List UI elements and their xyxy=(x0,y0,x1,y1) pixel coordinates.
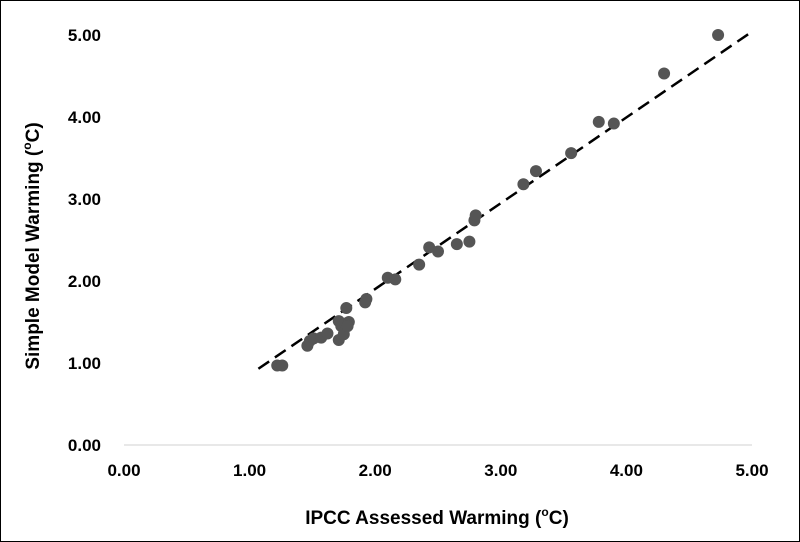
data-point xyxy=(432,245,444,258)
data-point xyxy=(529,165,542,178)
data-point xyxy=(463,235,476,248)
x-tick-label: 5.00 xyxy=(735,461,768,480)
x-tick-labels: 0.00 1.00 2.00 3.00 4.00 5.00 xyxy=(107,461,768,480)
x-tick-label: 3.00 xyxy=(484,461,517,480)
data-point xyxy=(712,29,725,41)
y-tick-labels: 0.00 1.00 2.00 3.00 4.00 5.00 xyxy=(68,26,101,455)
trendline xyxy=(257,32,751,370)
x-tick-label: 0.00 xyxy=(107,461,140,480)
x-tick-label: 4.00 xyxy=(610,461,643,480)
data-point xyxy=(658,67,671,80)
data-point xyxy=(340,302,353,315)
data-point xyxy=(607,117,620,130)
data-point xyxy=(341,320,354,333)
data-point xyxy=(276,359,289,372)
x-axis-title: IPCC Assessed Warming (oC) xyxy=(305,505,569,529)
y-tick-label: 4.00 xyxy=(68,108,101,127)
data-point xyxy=(450,238,463,251)
data-point xyxy=(469,209,482,222)
y-tick-label: 2.00 xyxy=(68,272,101,291)
data-point xyxy=(565,147,578,160)
data-point xyxy=(413,258,426,271)
x-tick-label: 2.00 xyxy=(359,461,392,480)
y-axis-title: Simple Model Warming (oC) xyxy=(20,122,44,369)
data-point xyxy=(389,273,402,286)
data-points xyxy=(271,29,725,372)
y-tick-label: 3.00 xyxy=(68,190,101,209)
y-tick-label: 0.00 xyxy=(68,436,101,455)
data-point xyxy=(360,293,373,306)
y-tick-label: 5.00 xyxy=(68,26,101,45)
trendline-group xyxy=(257,32,751,370)
x-tick-label: 1.00 xyxy=(233,461,266,480)
data-point xyxy=(592,115,605,128)
data-point xyxy=(517,178,530,191)
data-point xyxy=(321,327,334,340)
y-tick-label: 1.00 xyxy=(68,354,101,373)
